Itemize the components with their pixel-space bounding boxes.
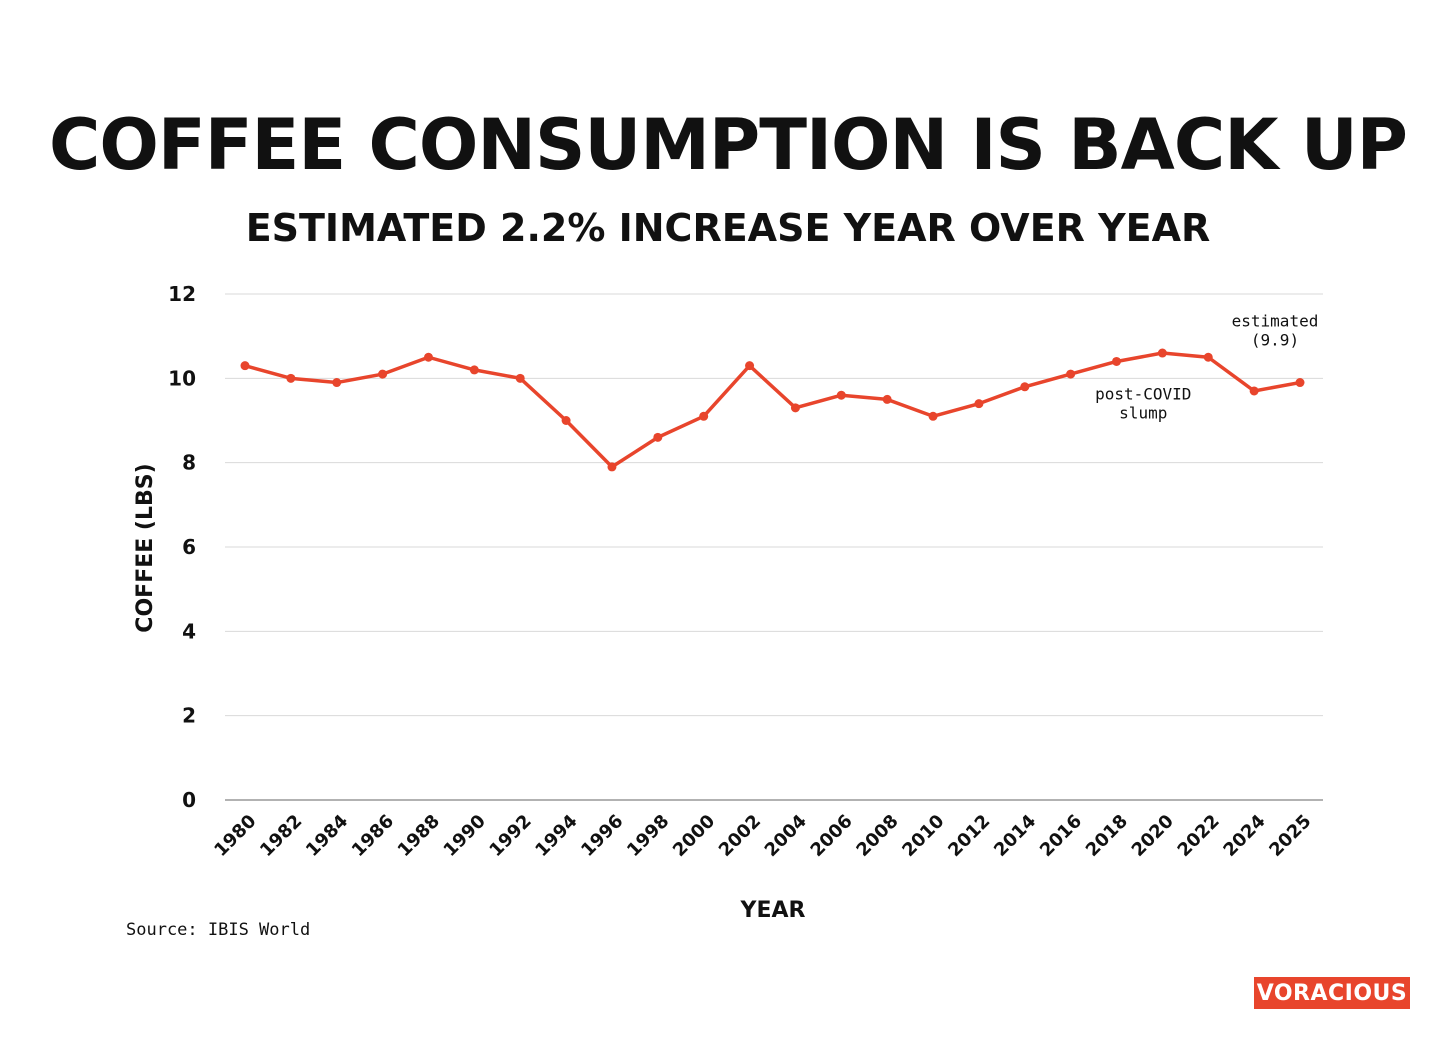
x-tick-label: 1986 <box>348 811 398 861</box>
x-tick-label: 1998 <box>623 811 673 861</box>
data-point <box>836 390 846 400</box>
data-point <box>607 462 617 472</box>
y-tick-label: 4 <box>182 619 196 643</box>
x-tick-label: 2006 <box>807 811 857 861</box>
data-point <box>1249 386 1259 396</box>
x-tick-label: 2020 <box>1128 811 1178 861</box>
x-tick-label: 1996 <box>577 811 627 861</box>
data-point <box>240 361 250 371</box>
data-point <box>974 399 984 409</box>
data-point <box>286 373 296 383</box>
data-point <box>1112 356 1122 366</box>
data-point <box>1066 369 1076 379</box>
data-point <box>1295 378 1305 388</box>
brand-logo: VORACIOUS <box>1254 977 1410 1009</box>
y-tick-label: 12 <box>168 282 196 306</box>
chart-subtitle: ESTIMATED 2.2% INCREASE YEAR OVER YEAR <box>245 206 1211 250</box>
data-point <box>928 411 938 421</box>
x-axis-title: YEAR <box>740 898 806 923</box>
x-tick-label: 1988 <box>394 811 444 861</box>
x-tick-label: 2018 <box>1082 811 1132 861</box>
annotations: estimated (9.9) post-COVID slump <box>1095 312 1318 423</box>
x-tick-label: 1994 <box>531 811 581 861</box>
x-tick-label: 1992 <box>485 811 535 861</box>
data-point <box>1157 348 1167 358</box>
data-point <box>515 373 525 383</box>
x-tick-label: 2010 <box>898 811 948 861</box>
x-tick-label: 2024 <box>1219 811 1269 861</box>
annotation-post-covid: post-COVID slump <box>1095 384 1191 422</box>
x-tick-label: 2000 <box>669 811 719 861</box>
y-tick-label: 10 <box>168 366 196 390</box>
y-tick-label: 6 <box>182 535 196 559</box>
source-note: Source: IBIS World <box>126 920 311 940</box>
data-point <box>423 352 433 362</box>
y-axis-ticks: 0 2 4 6 8 10 12 <box>168 282 196 812</box>
x-tick-label: 2016 <box>1036 811 1086 861</box>
data-point <box>745 361 755 371</box>
y-tick-label: 8 <box>182 451 196 475</box>
x-tick-label: 2012 <box>944 811 994 861</box>
x-tick-label: 2014 <box>990 811 1040 861</box>
series-line <box>243 351 1302 469</box>
data-point <box>1203 352 1213 362</box>
x-tick-label: 2025 <box>1265 811 1315 861</box>
x-tick-label: 2004 <box>761 811 811 861</box>
data-point <box>1020 382 1030 392</box>
x-axis-ticks: 1980198219841986198819901992199419961998… <box>210 811 1315 861</box>
data-point <box>790 403 800 413</box>
x-tick-label: 1982 <box>256 811 306 861</box>
data-point <box>561 416 571 425</box>
chart-title: COFFEE CONSUMPTION IS BACK UP <box>49 104 1408 186</box>
x-tick-label: 2022 <box>1174 811 1224 861</box>
x-tick-label: 2008 <box>852 811 902 861</box>
x-tick-label: 1990 <box>440 811 490 861</box>
data-point <box>699 411 709 421</box>
data-point <box>469 365 479 375</box>
y-axis-title: COFFEE (LBS) <box>133 463 158 632</box>
x-tick-label: 2002 <box>715 811 765 861</box>
data-point <box>882 394 892 404</box>
gridlines <box>225 293 1323 801</box>
y-tick-label: 0 <box>182 788 196 812</box>
x-tick-label: 1984 <box>302 811 352 861</box>
series-coffee <box>240 348 1305 472</box>
data-point <box>332 378 342 388</box>
data-point <box>378 369 388 379</box>
x-tick-label: 1980 <box>210 811 260 861</box>
y-tick-label: 2 <box>182 704 196 728</box>
annotation-estimated: estimated (9.9) <box>1232 312 1319 350</box>
data-point <box>653 432 663 442</box>
